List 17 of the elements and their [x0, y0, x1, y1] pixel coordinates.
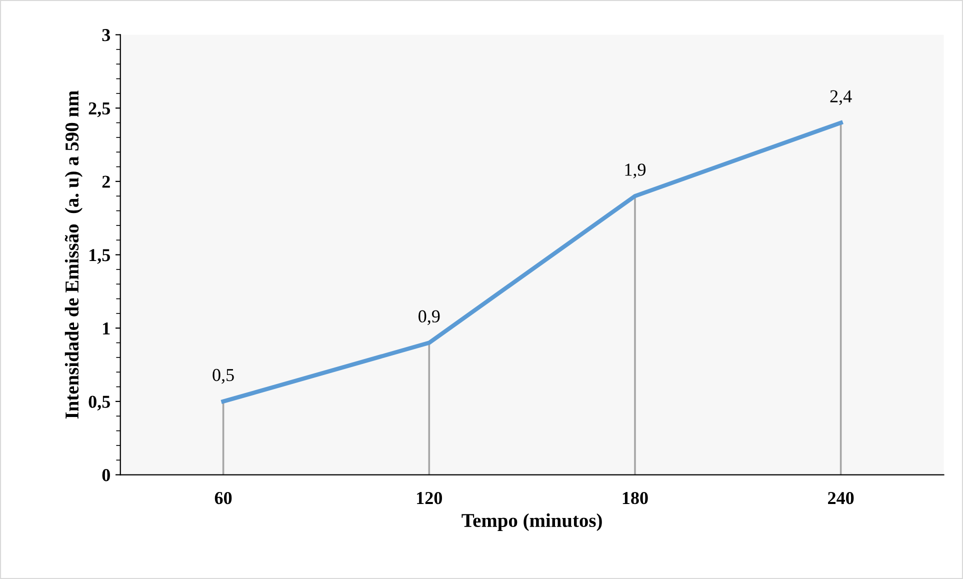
- y-tick-label: 1,5: [90, 249, 110, 264]
- y-axis-title: Intensidade de Emissão (a. u) a 590 nm: [64, 90, 83, 419]
- y-tick-label: 3: [102, 29, 110, 42]
- y-tick-label: 1: [103, 322, 110, 334]
- data-label: 0,5: [212, 368, 234, 384]
- y-tick-label: 2,5: [88, 102, 110, 118]
- x-tick-label: 180: [622, 492, 648, 504]
- x-tick-label: 120: [417, 492, 442, 504]
- data-label: 1,9: [625, 164, 646, 178]
- y-tick-label: 2: [102, 176, 110, 188]
- x-tick-label: 240: [828, 492, 854, 504]
- data-label: 0,9: [418, 310, 440, 326]
- x-tick-label: 60: [214, 492, 232, 504]
- y-tick-label: 0: [102, 469, 110, 482]
- data-label: 2,4: [830, 90, 852, 106]
- y-tick-label: 0,5: [88, 396, 110, 410]
- x-axis-title: Tempo (minutos): [462, 513, 602, 532]
